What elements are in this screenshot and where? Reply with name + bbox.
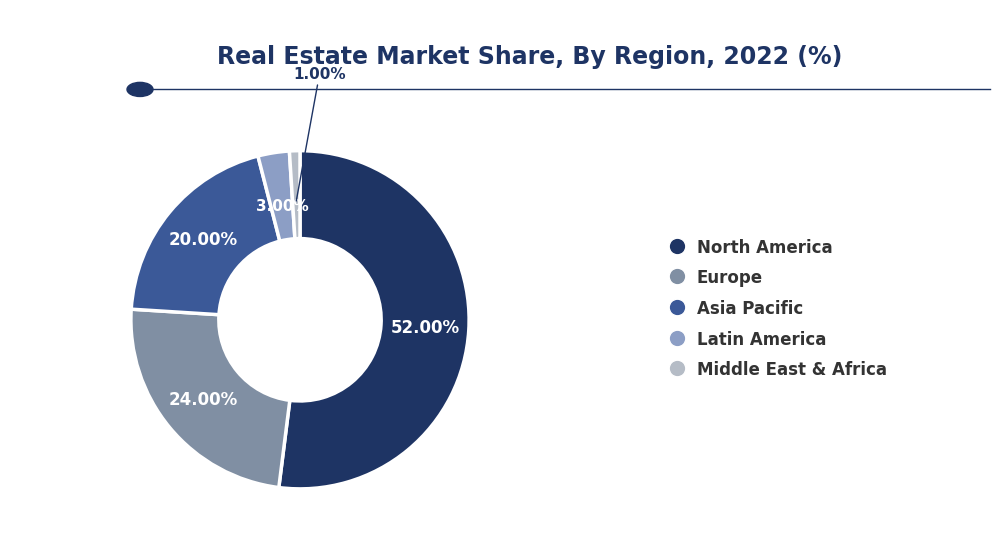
Legend: North America, Europe, Asia Pacific, Latin America, Middle East & Africa: North America, Europe, Asia Pacific, Lat…	[673, 238, 887, 379]
Wedge shape	[289, 151, 300, 239]
Wedge shape	[279, 151, 469, 489]
Text: 1.00%: 1.00%	[293, 67, 346, 201]
Text: 52.00%: 52.00%	[390, 319, 459, 337]
Text: RESEARCH: RESEARCH	[38, 80, 91, 89]
Text: Real Estate Market Share, By Region, 2022 (%): Real Estate Market Share, By Region, 202…	[217, 45, 843, 69]
Text: 3.00%: 3.00%	[256, 198, 308, 214]
Text: PRECEDENCE: PRECEDENCE	[31, 43, 98, 52]
Wedge shape	[131, 309, 290, 488]
Text: 20.00%: 20.00%	[169, 231, 238, 249]
Wedge shape	[258, 151, 295, 241]
Wedge shape	[131, 156, 280, 315]
Text: 24.00%: 24.00%	[169, 391, 238, 409]
